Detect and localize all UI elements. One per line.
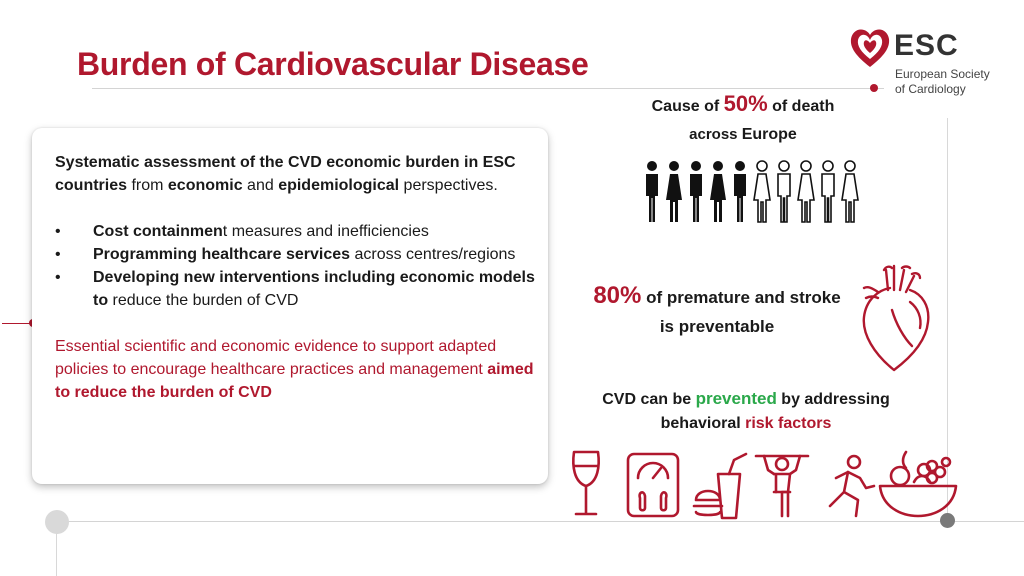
exercise-icon (754, 454, 810, 518)
bottom-left-circle (45, 510, 69, 534)
anatomical-heart-icon (862, 264, 930, 372)
logo-name-line2: of Cardiology (895, 82, 966, 96)
running-icon (828, 454, 876, 518)
list-item: • Cost containment measures and inefficie… (55, 223, 429, 240)
card-conclusion: Essential scientific and economic eviden… (55, 338, 534, 401)
premature-stat: 80% of premature and stroke is preventab… (593, 282, 841, 336)
bullet-list: • Cost containment measures and inefficie… (55, 220, 535, 312)
card-intro: Systematic assessment of the CVD economi… (55, 154, 516, 194)
fast-food-icon (692, 452, 748, 520)
risk-factor-icons (572, 450, 958, 520)
list-item: • Developing new interventions including … (55, 269, 535, 309)
fruit-bowl-icon (878, 450, 958, 518)
left-vertical-rule (56, 522, 57, 576)
right-vertical-rule (947, 118, 948, 520)
title-divider-dot (870, 84, 878, 92)
death-stat: Cause of 50% of death across Europe (651, 91, 835, 143)
prevention-stat: CVD can be prevented by addressing behav… (602, 389, 890, 432)
esc-logo: ESC European Society of Cardiology (848, 26, 1018, 98)
side-marker-line (2, 323, 30, 324)
summary-card: Systematic assessment of the CVD economi… (32, 128, 548, 484)
bottom-rule (68, 521, 1024, 522)
list-item: • Programming healthcare services across … (55, 246, 516, 263)
weight-scale-icon (626, 452, 680, 518)
logo-acronym: ESC (894, 29, 959, 62)
people-icon (646, 160, 859, 223)
title-divider (92, 88, 884, 89)
bottom-right-circle (940, 513, 955, 528)
page-title: Burden of Cardiovascular Disease (77, 46, 589, 82)
heart-logo-icon (850, 29, 890, 68)
logo-name-line1: European Society (895, 67, 990, 81)
wine-glass-icon (572, 450, 600, 516)
